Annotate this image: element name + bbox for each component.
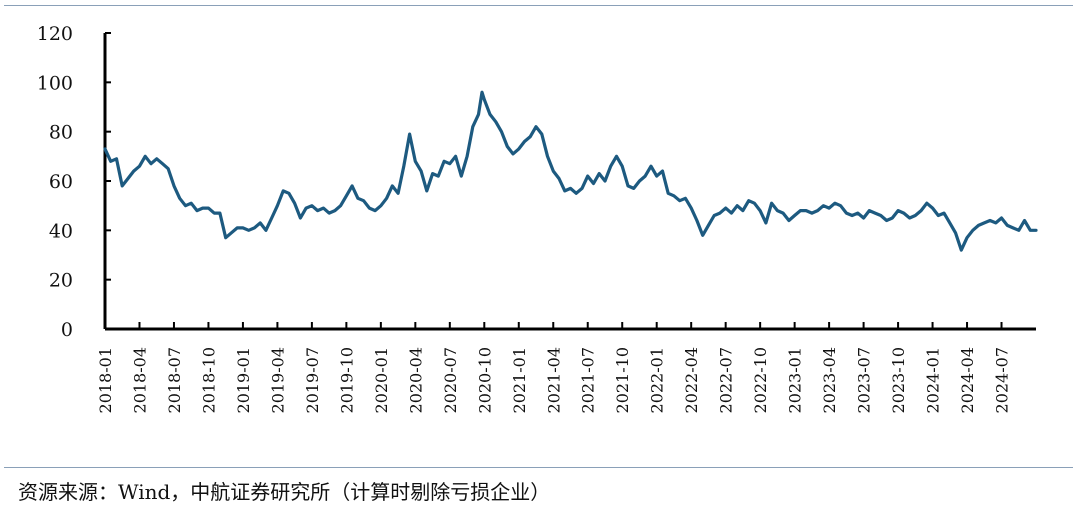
x-axis: 2018-01 2018-04 2018-07 2018-10 2019-01 2019-… [96,322,1036,413]
y-tick-label: 40 [49,220,73,242]
x-tick-label: 2022-07 [717,347,736,413]
y-tick-label: 80 [49,122,73,144]
y-tick-label: 100 [37,72,73,94]
x-tick-label: 2018-07 [165,347,184,413]
x-tick-label: 2019-07 [303,347,322,413]
x-tick-label: 2019-01 [234,347,253,413]
series-line [103,90,1038,252]
x-tick-label: 2022-10 [751,347,770,413]
x-tick-label: 2021-01 [510,347,529,413]
x-tick-label: 2023-07 [855,347,874,413]
series-group [103,90,1038,252]
x-tick-label: 2023-04 [820,347,839,413]
x-tick-label: 2020-10 [475,347,494,413]
x-tick-label: 2024-04 [958,347,977,413]
x-tick-label: 2018-10 [199,347,218,413]
y-tick-label: 20 [49,270,73,292]
x-tick-label: 2020-07 [441,347,460,413]
x-tick-label: 2019-04 [268,347,287,413]
x-tick-label: 2020-04 [406,347,425,413]
x-tick-label: 2023-01 [786,347,805,413]
x-tick-label: 2023-10 [889,347,908,413]
x-tick-label: 2021-10 [613,347,632,413]
x-tick-label: 2018-04 [130,347,149,413]
x-tick-label: 2021-04 [544,347,563,413]
x-tick-label: 2024-07 [993,347,1012,413]
x-tick-label: 2022-04 [682,347,701,413]
x-tick-label: 2020-01 [372,347,391,413]
y-tick-label: 60 [49,171,73,193]
x-tick-label: 2019-10 [337,347,356,413]
top-divider [4,5,1073,6]
x-tick-label: 2021-07 [579,347,598,413]
x-tick-label: 2022-01 [648,347,667,413]
x-tick-label: 2024-01 [924,347,943,413]
y-axis: 0 20 40 60 80 100 120 [37,23,111,341]
source-note: 资源来源：Wind，中航证券研究所（计算时剔除亏损企业） [18,480,551,504]
y-tick-label: 120 [37,23,73,45]
y-tick-label: 0 [61,319,73,341]
x-tick-label: 2018-01 [96,347,115,413]
bottom-divider [4,467,1073,468]
